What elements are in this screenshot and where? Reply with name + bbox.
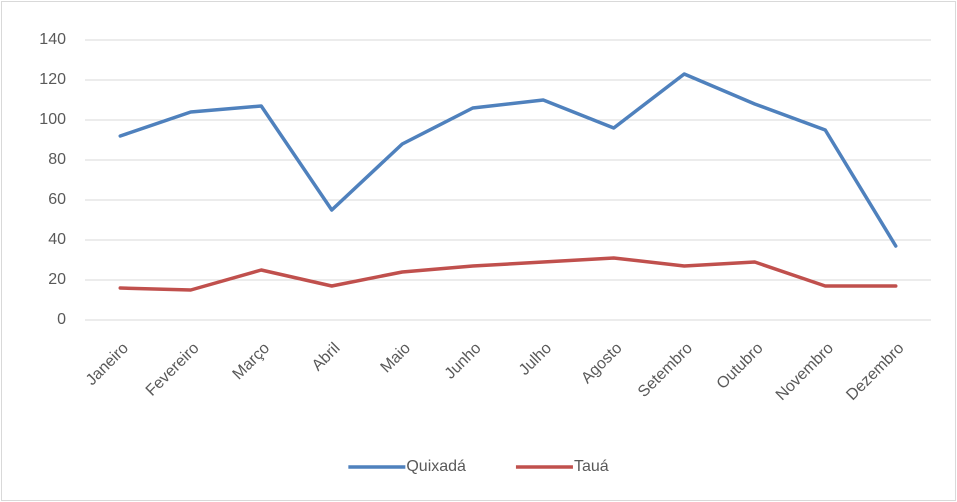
- legend-label: Tauá: [574, 458, 609, 475]
- y-tick-label: 140: [39, 31, 66, 48]
- y-tick-label: 0: [57, 311, 66, 328]
- series-line: [118, 72, 898, 248]
- y-tick-label: 120: [39, 71, 66, 88]
- y-tick-label: 100: [39, 111, 66, 128]
- series-line: [118, 256, 898, 292]
- y-tick-label: 20: [48, 271, 66, 288]
- y-tick-label: 60: [48, 191, 66, 208]
- legend-label: Quixadá: [406, 458, 466, 475]
- y-tick-label: 80: [48, 151, 66, 168]
- y-tick-label: 40: [48, 231, 66, 248]
